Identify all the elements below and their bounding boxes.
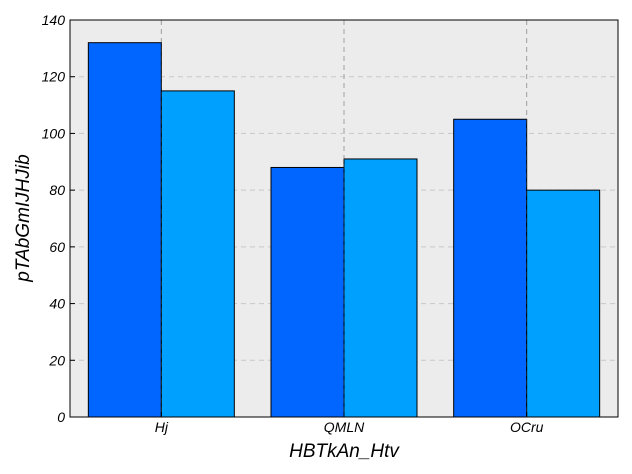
- x-axis-label: HBTkAn_Htv: [289, 441, 400, 462]
- y-tick-label: 40: [49, 296, 65, 312]
- y-tick-label: 100: [42, 125, 66, 141]
- bar-hj-series-2: [160, 90, 235, 418]
- x-tick-label: QMLN: [324, 419, 365, 435]
- x-axis-ticks: Hj QMLN OCru: [155, 412, 544, 435]
- y-tick-label: 140: [42, 12, 66, 28]
- y-tick-label: 20: [48, 352, 65, 368]
- bar-qmln-series-2: [343, 158, 418, 418]
- y-tick-label: 0: [57, 409, 65, 425]
- y-tick-label: 60: [49, 239, 65, 255]
- x-tick-label: OCru: [510, 419, 544, 435]
- y-axis-ticks: 0 20 40 60 80 100 120 140: [42, 12, 75, 425]
- bar-ocru-series-2: [526, 189, 601, 418]
- bar-qmln-series-1: [270, 166, 345, 418]
- bar-hj-series-1: [87, 42, 162, 418]
- bars: [87, 20, 601, 418]
- y-tick-label: 80: [49, 182, 65, 198]
- y-axis-label: pTAbGmIJHJib: [13, 154, 34, 282]
- y-tick-label: 120: [42, 69, 66, 85]
- bar-ocru-series-1: [453, 118, 528, 418]
- x-tick-label: Hj: [155, 419, 169, 435]
